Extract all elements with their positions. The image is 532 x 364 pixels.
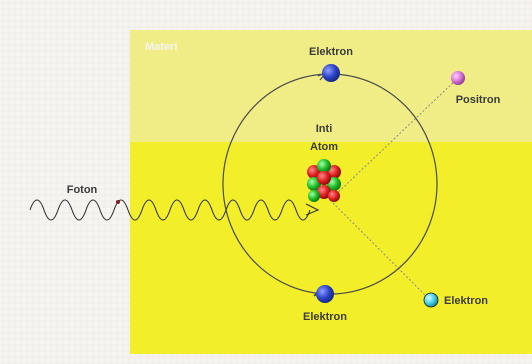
label-atom: Atom xyxy=(310,141,338,153)
photon-marker-dot xyxy=(116,200,120,204)
materi-region-top xyxy=(130,30,532,142)
electron-bottom xyxy=(316,285,334,303)
label-foton: Foton xyxy=(67,184,98,196)
ejected-electron xyxy=(423,292,439,308)
label-materi: Materi xyxy=(145,41,177,53)
electron-top xyxy=(322,64,340,82)
label-positron: Positron xyxy=(456,94,501,106)
label-elektron-bottom: Elektron xyxy=(303,311,347,323)
label-elektron-right: Elektron xyxy=(444,295,488,307)
atom-nucleus xyxy=(307,159,341,202)
label-inti: Inti xyxy=(316,123,333,135)
photon-wave xyxy=(29,199,311,221)
positron-trajectory xyxy=(329,77,459,201)
electron-trajectory xyxy=(329,199,431,301)
positron xyxy=(451,71,465,85)
photon-arrowhead xyxy=(305,203,320,216)
label-elektron-top: Elektron xyxy=(309,46,353,58)
